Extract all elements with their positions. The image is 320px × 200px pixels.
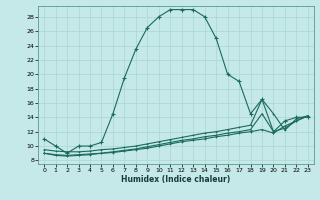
X-axis label: Humidex (Indice chaleur): Humidex (Indice chaleur) bbox=[121, 175, 231, 184]
